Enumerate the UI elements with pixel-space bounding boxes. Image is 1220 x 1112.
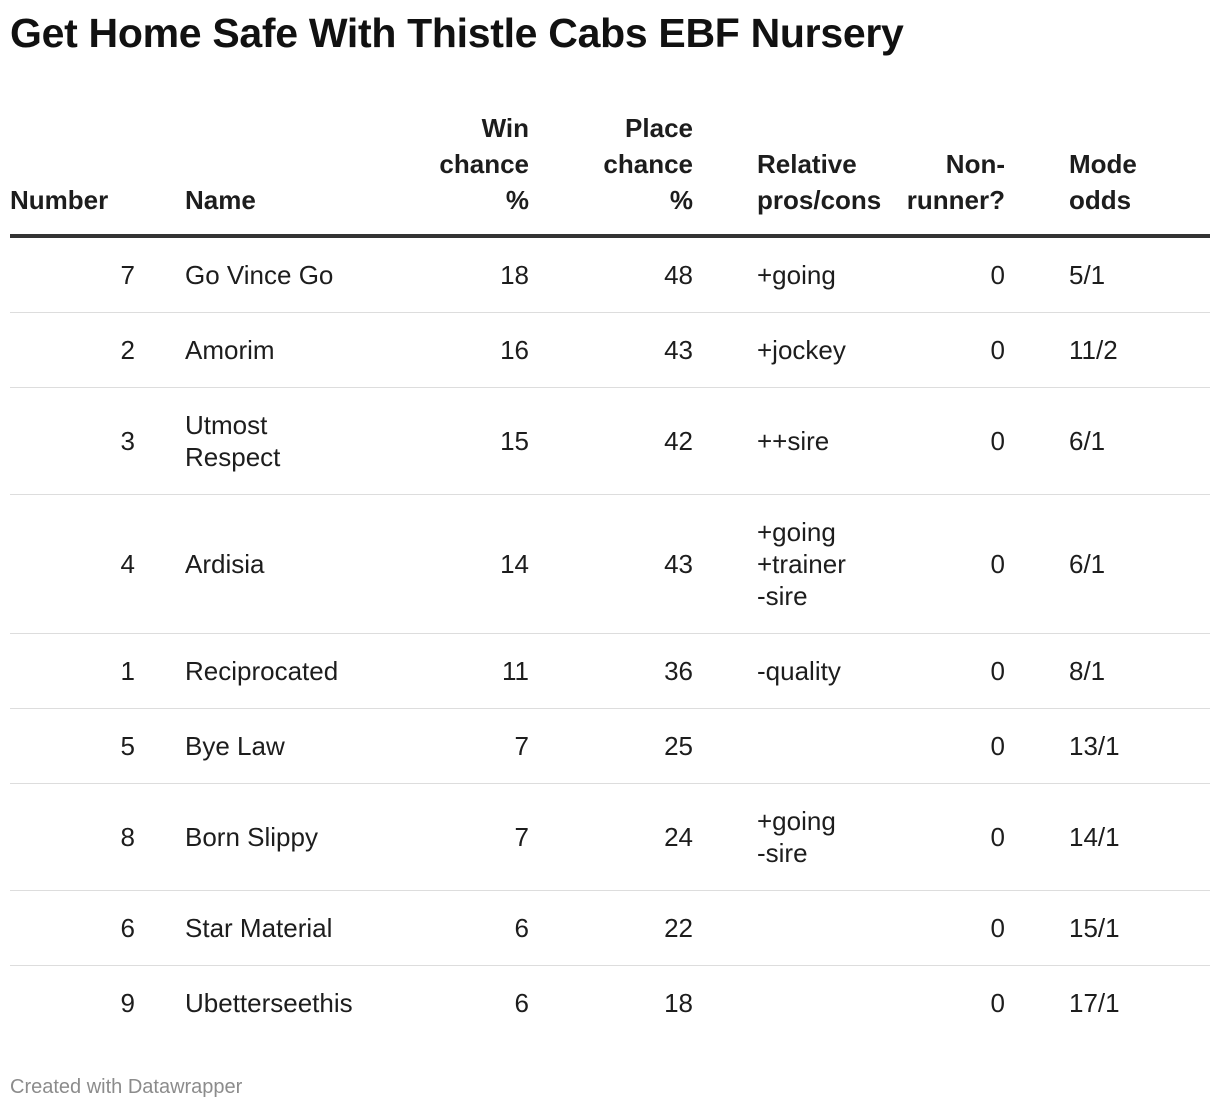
cell-non-runner: 0 bbox=[888, 494, 1005, 634]
cell-number: 1 bbox=[10, 633, 185, 709]
cell-pros-cons bbox=[693, 966, 888, 1041]
cell-win-chance: 6 bbox=[400, 890, 529, 966]
table-row: 3 Utmost Respect 15 42 ++sire 0 6/1 bbox=[10, 387, 1210, 495]
cell-non-runner: 0 bbox=[888, 633, 1005, 709]
cell-name: Star Material bbox=[185, 890, 400, 966]
cell-mode-odds: 17/1 bbox=[1069, 988, 1120, 1018]
table-row: 2 Amorim 16 43 +jockey 0 11/2 bbox=[10, 312, 1210, 388]
cell-name: Amorim bbox=[185, 312, 400, 388]
cell-number: 8 bbox=[10, 783, 185, 891]
cell-win-chance: 18 bbox=[400, 236, 529, 313]
cell-non-runner: 0 bbox=[888, 387, 1005, 495]
cell-mode-odds: 6/1 bbox=[1005, 494, 1210, 634]
cell-mode-odds: 6/1 bbox=[1005, 387, 1210, 495]
cell-name: Bye Law bbox=[185, 708, 400, 784]
cell-place-chance: 24 bbox=[529, 783, 693, 891]
header-place-chance[interactable]: Place chance% bbox=[529, 110, 693, 238]
header-row: Number Name Win chance% Place chance% Rela… bbox=[10, 110, 1210, 238]
header-win-chance[interactable]: Win chance% bbox=[400, 110, 529, 238]
cell-mode-odds: 5/1 bbox=[1005, 236, 1210, 313]
cell-name: Reciprocated bbox=[185, 633, 400, 709]
header-number[interactable]: Number bbox=[10, 110, 185, 238]
cell-place-chance: 43 bbox=[529, 312, 693, 388]
cell-non-runner: 0 bbox=[888, 890, 1005, 966]
header-mode-odds[interactable]: Mode odds bbox=[1005, 110, 1210, 238]
cell-place-chance: 43 bbox=[529, 494, 693, 634]
table-row: 4 Ardisia 14 43 +going +trainer -sire 0 6/1 bbox=[10, 494, 1210, 634]
cell-pros-cons: +going +trainer -sire bbox=[693, 494, 888, 634]
table-row: 8 Born Slippy 7 24 +going -sire 0 14/1 bbox=[10, 783, 1210, 891]
cell-pros-cons: +jockey bbox=[693, 312, 888, 388]
table-body: 7 Go Vince Go 18 48 +going 0 5/1 2 Amorim 16 43 +jo… bbox=[10, 236, 1210, 1040]
cell-win-chance: 7 bbox=[400, 708, 529, 784]
cell-non-runner: 0 bbox=[888, 708, 1005, 784]
cell-number: 7 bbox=[10, 236, 185, 313]
cell-number: 2 bbox=[10, 312, 185, 388]
table-row: 6 Star Material 6 22 0 15/1 bbox=[10, 890, 1210, 966]
cell-place-chance: 18 bbox=[664, 988, 693, 1018]
cell-mode-odds: 13/1 bbox=[1005, 708, 1210, 784]
cell-non-runner: 0 bbox=[888, 783, 1005, 891]
cell-pros-cons bbox=[693, 890, 888, 966]
cell-pros-cons: ++sire bbox=[693, 387, 888, 495]
cell-place-chance: 42 bbox=[529, 387, 693, 495]
cell-mode-odds: 11/2 bbox=[1005, 312, 1210, 388]
cell-win-chance: 14 bbox=[400, 494, 529, 634]
table-row: 5 Bye Law 7 25 0 13/1 bbox=[10, 708, 1210, 784]
table-row: 9 Ubetterseethis 6 18 0 17/1 bbox=[10, 966, 1210, 1041]
table-row: 1 Reciprocated 11 36 -quality 0 8/1 bbox=[10, 633, 1210, 709]
cell-number: 3 bbox=[10, 387, 185, 495]
cell-number: 5 bbox=[10, 708, 185, 784]
cell-place-chance: 22 bbox=[529, 890, 693, 966]
cell-place-chance: 36 bbox=[529, 633, 693, 709]
cell-name: Utmost Respect bbox=[185, 387, 400, 495]
cell-pros-cons: -quality bbox=[693, 633, 888, 709]
header-name[interactable]: Name bbox=[185, 110, 400, 238]
race-table: Number Name Win chance% Place chance% Rela… bbox=[10, 110, 1210, 1040]
cell-name: Born Slippy bbox=[185, 783, 400, 891]
table-row: 7 Go Vince Go 18 48 +going 0 5/1 bbox=[10, 236, 1210, 313]
cell-non-runner: 0 bbox=[888, 312, 1005, 388]
race-table-container: Number Name Win chance% Place chance% Rela… bbox=[10, 110, 1210, 1040]
cell-win-chance: 11 bbox=[400, 633, 529, 709]
cell-win-chance: 6 bbox=[514, 988, 529, 1018]
cell-pros-cons: +going bbox=[693, 236, 888, 313]
cell-pros-cons: +going -sire bbox=[693, 783, 888, 891]
cell-non-runner: 0 bbox=[888, 236, 1005, 313]
cell-win-chance: 16 bbox=[400, 312, 529, 388]
cell-pros-cons bbox=[693, 708, 888, 784]
cell-non-runner: 0 bbox=[990, 988, 1005, 1018]
cell-name: Ardisia bbox=[185, 494, 400, 634]
cell-win-chance: 7 bbox=[400, 783, 529, 891]
chart-title: Get Home Safe With Thistle Cabs EBF Nurs… bbox=[10, 10, 904, 56]
cell-mode-odds: 8/1 bbox=[1005, 633, 1210, 709]
cell-name: Ubetterseethis bbox=[185, 988, 353, 1018]
cell-name: Go Vince Go bbox=[185, 236, 400, 313]
cell-mode-odds: 14/1 bbox=[1005, 783, 1210, 891]
cell-win-chance: 15 bbox=[400, 387, 529, 495]
cell-place-chance: 25 bbox=[529, 708, 693, 784]
cell-place-chance: 48 bbox=[529, 236, 693, 313]
datawrapper-credit: Created with Datawrapper bbox=[10, 1076, 243, 1098]
cell-number: 4 bbox=[10, 494, 185, 634]
cell-number: 6 bbox=[10, 890, 185, 966]
header-pros-cons[interactable]: Relative pros/cons bbox=[693, 110, 888, 238]
header-non-runner[interactable]: Non-runner? bbox=[888, 110, 1005, 238]
cell-mode-odds: 15/1 bbox=[1005, 890, 1210, 966]
cell-number: 9 bbox=[120, 988, 135, 1018]
